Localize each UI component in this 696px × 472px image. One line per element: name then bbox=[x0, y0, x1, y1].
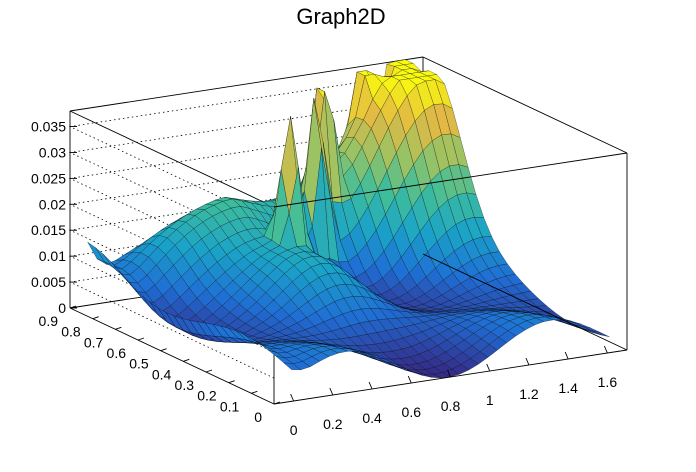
x-tick-mark bbox=[290, 393, 295, 402]
y-tick-label: 0.9 bbox=[39, 313, 59, 329]
y-tick-mark bbox=[228, 380, 235, 384]
x-tick-mark bbox=[525, 357, 530, 366]
x-tick-label: 1.2 bbox=[519, 386, 539, 402]
frame-edge bbox=[69, 307, 275, 405]
chart-title: Graph2D bbox=[296, 4, 385, 29]
y-axis: 0 0.10.20.30.40.50.60.70.80.9 bbox=[39, 305, 281, 425]
y-tick-mark bbox=[69, 305, 77, 309]
x-tick-mark bbox=[368, 381, 373, 390]
z-tick-label: 0.01 bbox=[39, 248, 66, 264]
y-tick-mark bbox=[137, 337, 145, 341]
x-tick-label: 0.6 bbox=[402, 404, 422, 420]
x-tick-mark bbox=[564, 351, 569, 360]
y-tick-mark bbox=[273, 401, 281, 405]
x-tick-mark bbox=[407, 375, 412, 384]
y-tick-label: 0.8 bbox=[61, 324, 81, 340]
frame-edge bbox=[422, 56, 628, 154]
y-tick-label: 0.3 bbox=[175, 377, 195, 393]
y-tick-mark bbox=[92, 316, 99, 320]
y-tick-label: 0.7 bbox=[84, 334, 104, 350]
y-tick-mark bbox=[251, 390, 258, 394]
y-tick-mark bbox=[160, 348, 167, 352]
x-tick-label: 0.8 bbox=[441, 398, 461, 414]
x-tick-label: 1.6 bbox=[598, 374, 618, 390]
frame-edge bbox=[422, 253, 628, 351]
frame-edge bbox=[69, 110, 275, 208]
y-tick-label: 0.2 bbox=[197, 388, 217, 404]
y-tick-mark bbox=[115, 326, 122, 330]
surface-cell bbox=[592, 330, 610, 337]
x-tick-mark bbox=[486, 363, 491, 372]
x-tick-mark bbox=[447, 369, 451, 378]
z-tick-label: 0.02 bbox=[39, 196, 66, 212]
y-tick-label: 0.5 bbox=[129, 356, 149, 372]
surface-mesh bbox=[87, 59, 610, 379]
x-tick-label: 0 bbox=[290, 422, 298, 438]
x-tick-label: 0.2 bbox=[323, 416, 343, 432]
z-tick-label: 0.03 bbox=[39, 144, 66, 160]
y-tick-label: 0 bbox=[254, 409, 262, 425]
z-tick-label: 0.025 bbox=[31, 170, 66, 186]
z-tick-label: 0.035 bbox=[31, 119, 66, 135]
y-tick-mark bbox=[183, 358, 190, 362]
z-tick-label: 0.005 bbox=[31, 274, 66, 290]
y-tick-mark bbox=[205, 369, 213, 373]
z-tick-label: 0 bbox=[58, 300, 66, 316]
x-tick-mark bbox=[603, 345, 608, 354]
x-tick-mark bbox=[329, 387, 334, 396]
x-axis: 0 0.2 0.4 0.6 0.8 1 1.2 1.4 1.6 bbox=[290, 345, 618, 438]
frame-edge bbox=[69, 56, 424, 112]
y-tick-label: 0.1 bbox=[220, 398, 240, 414]
z-tick-label: 0.015 bbox=[31, 222, 66, 238]
y-tick-label: 0.6 bbox=[107, 345, 127, 361]
z-axis: 0 0.005 0.01 0.015 0.02 0.025 0.03 0.035 bbox=[31, 119, 77, 316]
x-tick-label: 1 bbox=[486, 392, 494, 408]
y-tick-label: 0.4 bbox=[152, 366, 172, 382]
frame-edge bbox=[273, 152, 628, 208]
x-tick-label: 0.4 bbox=[362, 410, 382, 426]
x-tick-label: 1.4 bbox=[558, 380, 578, 396]
